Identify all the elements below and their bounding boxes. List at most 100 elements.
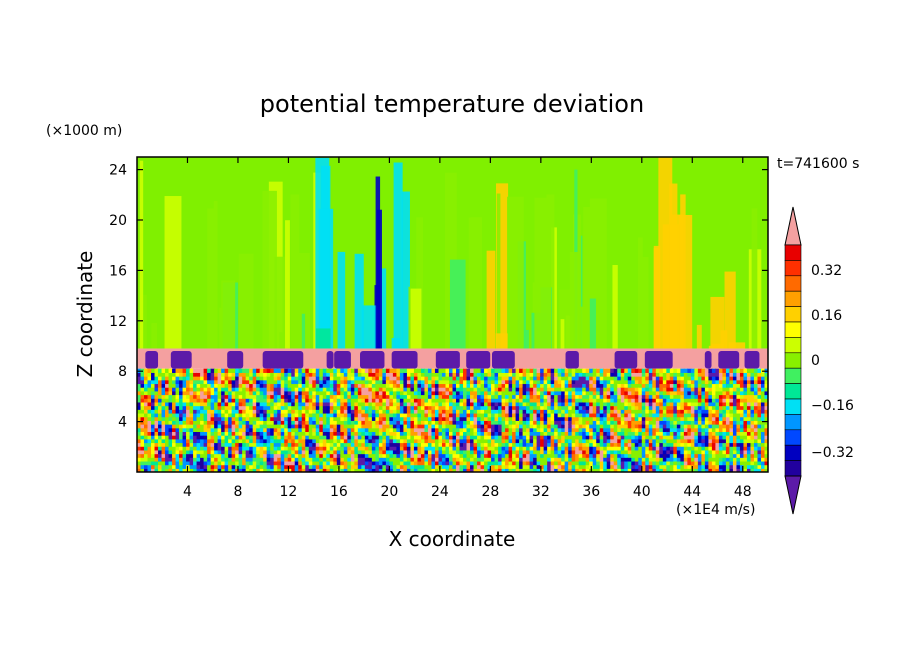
field-cell xyxy=(438,438,443,444)
field-cell xyxy=(452,438,457,444)
field-cell xyxy=(252,379,257,385)
field-cell xyxy=(284,468,289,472)
field-cell xyxy=(361,431,366,436)
field-cell xyxy=(655,368,660,373)
field-cell xyxy=(641,401,646,407)
field-cell xyxy=(501,387,506,392)
field-cell xyxy=(417,420,422,425)
field-cell xyxy=(403,394,408,399)
field-cell xyxy=(357,420,362,425)
field-cell xyxy=(610,405,615,410)
field-cell xyxy=(406,390,412,396)
field-cell xyxy=(312,379,317,385)
field-cell xyxy=(473,405,478,410)
field-cell xyxy=(529,446,534,451)
field-cell xyxy=(519,394,524,399)
field-cell xyxy=(287,427,292,433)
field-cell xyxy=(308,383,313,388)
field-cell xyxy=(389,412,394,418)
field-cell xyxy=(217,372,222,377)
field-cell xyxy=(291,409,296,414)
field-cell xyxy=(641,412,646,418)
field-cell xyxy=(238,398,243,403)
field-cell xyxy=(214,416,219,421)
field-cell xyxy=(732,379,738,385)
field-cell xyxy=(704,372,710,377)
field-cell xyxy=(564,420,569,425)
field-cell xyxy=(655,427,660,433)
field-cell xyxy=(739,457,745,462)
field-cell xyxy=(578,376,583,381)
field-cell xyxy=(301,457,306,462)
field-cell xyxy=(186,405,191,410)
field-cell xyxy=(333,460,338,466)
field-cell xyxy=(228,401,233,407)
field-cell xyxy=(459,460,464,466)
field-cell xyxy=(571,449,576,455)
field-cell xyxy=(477,464,482,469)
field-cell xyxy=(550,372,555,377)
field-cell xyxy=(596,372,601,377)
field-cell xyxy=(294,435,299,440)
field-cell xyxy=(533,464,538,469)
field-cell xyxy=(683,405,688,410)
field-cell xyxy=(687,468,692,472)
field-cell xyxy=(459,435,464,440)
field-cell xyxy=(540,446,545,451)
field-cell xyxy=(554,372,559,377)
field-cell xyxy=(172,420,177,425)
field-cell xyxy=(575,431,580,436)
field-cell xyxy=(673,409,678,414)
field-cell xyxy=(638,376,643,381)
field-streak xyxy=(164,196,182,349)
field-cell xyxy=(477,468,482,472)
field-cell xyxy=(315,468,320,472)
field-cell xyxy=(266,372,271,377)
field-cell xyxy=(158,424,163,429)
field-cell xyxy=(427,409,433,414)
field-cell xyxy=(648,390,653,396)
field-cell xyxy=(427,379,433,385)
field-cell xyxy=(158,468,163,472)
field-cell xyxy=(308,420,313,425)
field-cell xyxy=(627,390,632,396)
field-cell xyxy=(718,383,724,388)
field-cell xyxy=(291,464,296,469)
field-cell xyxy=(480,453,485,458)
field-cell xyxy=(294,460,299,466)
y-unit-label: (×1000 m) xyxy=(46,123,122,139)
field-cell xyxy=(494,394,499,399)
field-cell xyxy=(410,368,415,373)
field-cell xyxy=(477,405,482,410)
field-cell xyxy=(526,398,531,403)
field-cell xyxy=(543,442,548,447)
field-cell xyxy=(319,383,324,388)
field-cell xyxy=(722,420,727,425)
field-cell xyxy=(519,431,524,436)
field-cell xyxy=(389,460,394,466)
field-cell xyxy=(301,420,306,425)
field-cell xyxy=(547,409,552,414)
field-cell xyxy=(186,435,191,440)
field-cell xyxy=(238,464,243,469)
field-cell xyxy=(396,394,401,399)
field-cell xyxy=(463,368,468,373)
field-cell xyxy=(333,442,338,447)
field-cell xyxy=(406,424,412,429)
field-cell xyxy=(137,427,142,433)
field-cell xyxy=(589,390,594,396)
field-cell xyxy=(648,420,653,425)
field-cell xyxy=(627,435,632,440)
field-cell xyxy=(589,420,594,425)
field-cell xyxy=(659,405,664,410)
field-cell xyxy=(638,398,643,403)
field-cell xyxy=(238,390,243,396)
field-cell xyxy=(193,427,198,433)
field-cell xyxy=(413,387,419,392)
field-cell xyxy=(662,453,667,458)
field-cell xyxy=(729,398,734,403)
field-cell xyxy=(231,453,236,458)
field-cell xyxy=(456,379,461,385)
field-cell xyxy=(165,457,170,462)
field-cell xyxy=(263,398,268,403)
